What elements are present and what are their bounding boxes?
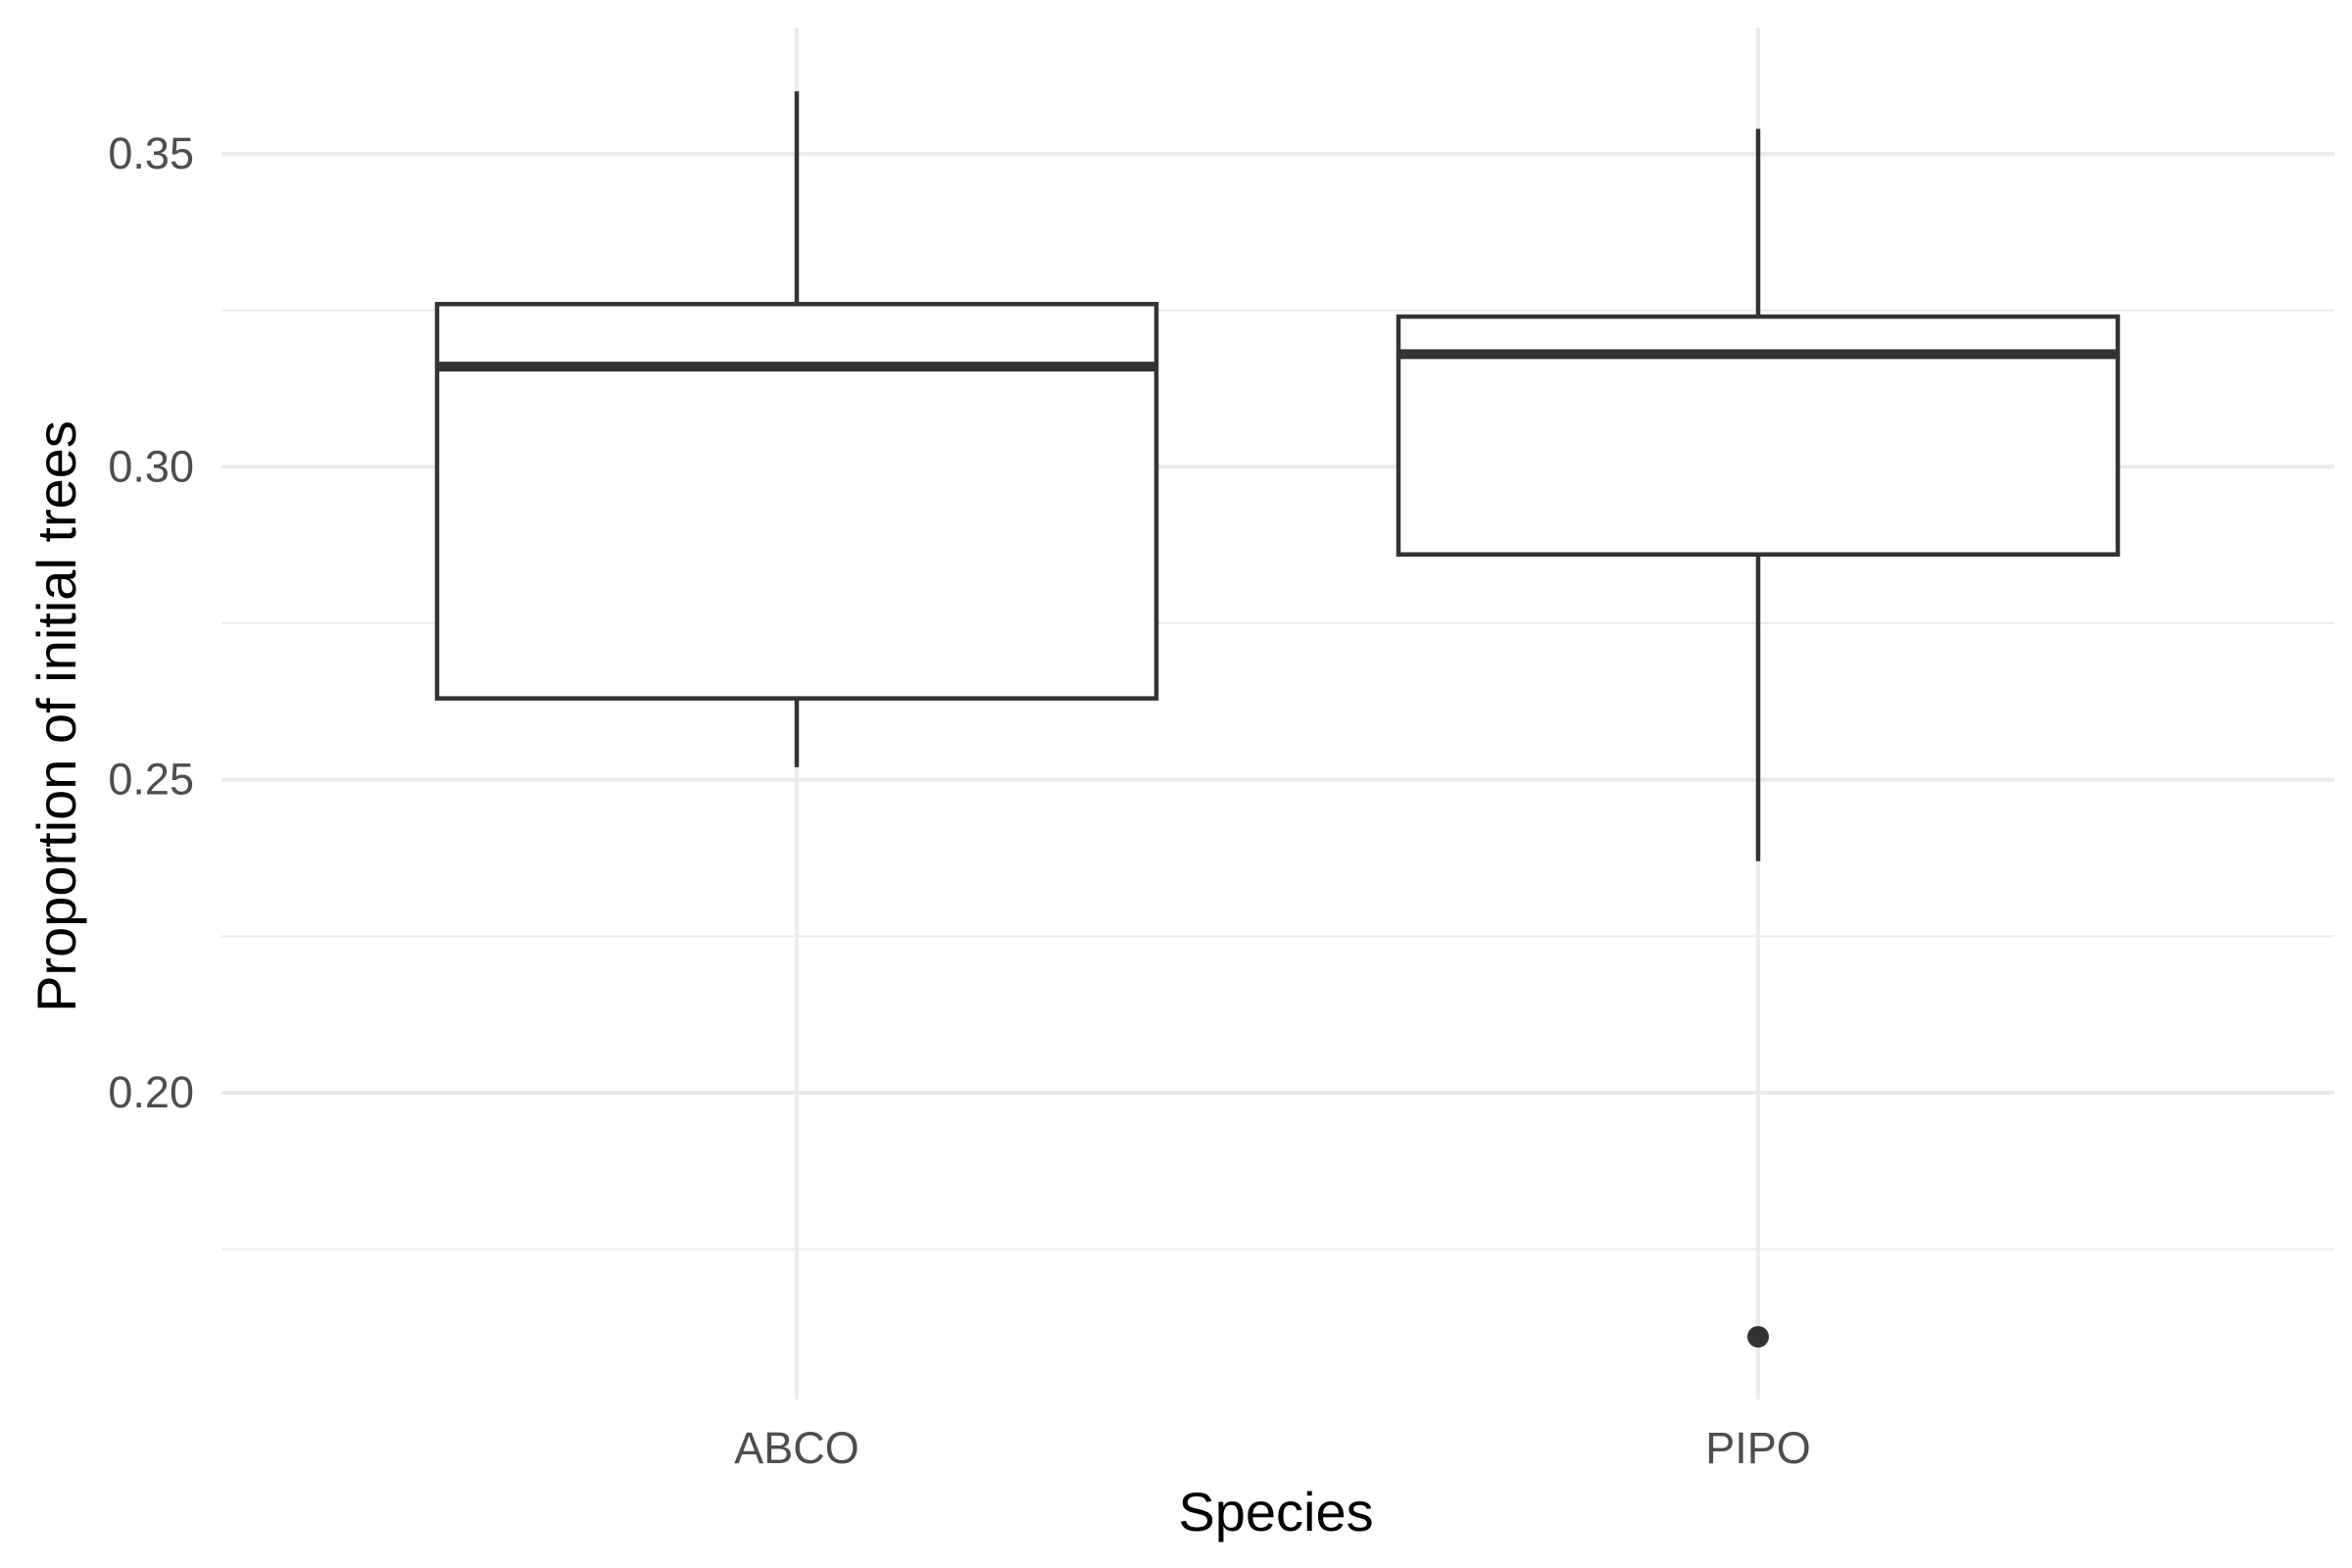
y-tick-label: 0.25	[108, 755, 194, 805]
outlier-point	[1747, 1326, 1769, 1348]
box-pipo	[1396, 128, 2121, 1348]
x-axis-title: Species	[1178, 1481, 1373, 1543]
x-tick-label: PIPO	[1705, 1423, 1811, 1473]
box-abco	[434, 91, 1159, 767]
y-tick-label: 0.20	[108, 1067, 194, 1117]
tick-labels: 0.20 0.25 0.30 0.35 ABCO PIPO	[108, 128, 1810, 1473]
y-tick-label: 0.30	[108, 441, 194, 491]
y-axis-title: Proportion of initial trees	[25, 420, 87, 1012]
y-tick-label: 0.35	[108, 128, 194, 178]
box-plot-marks	[434, 91, 2121, 1348]
grid-lines	[221, 27, 2334, 1399]
x-tick-label: ABCO	[734, 1423, 859, 1473]
